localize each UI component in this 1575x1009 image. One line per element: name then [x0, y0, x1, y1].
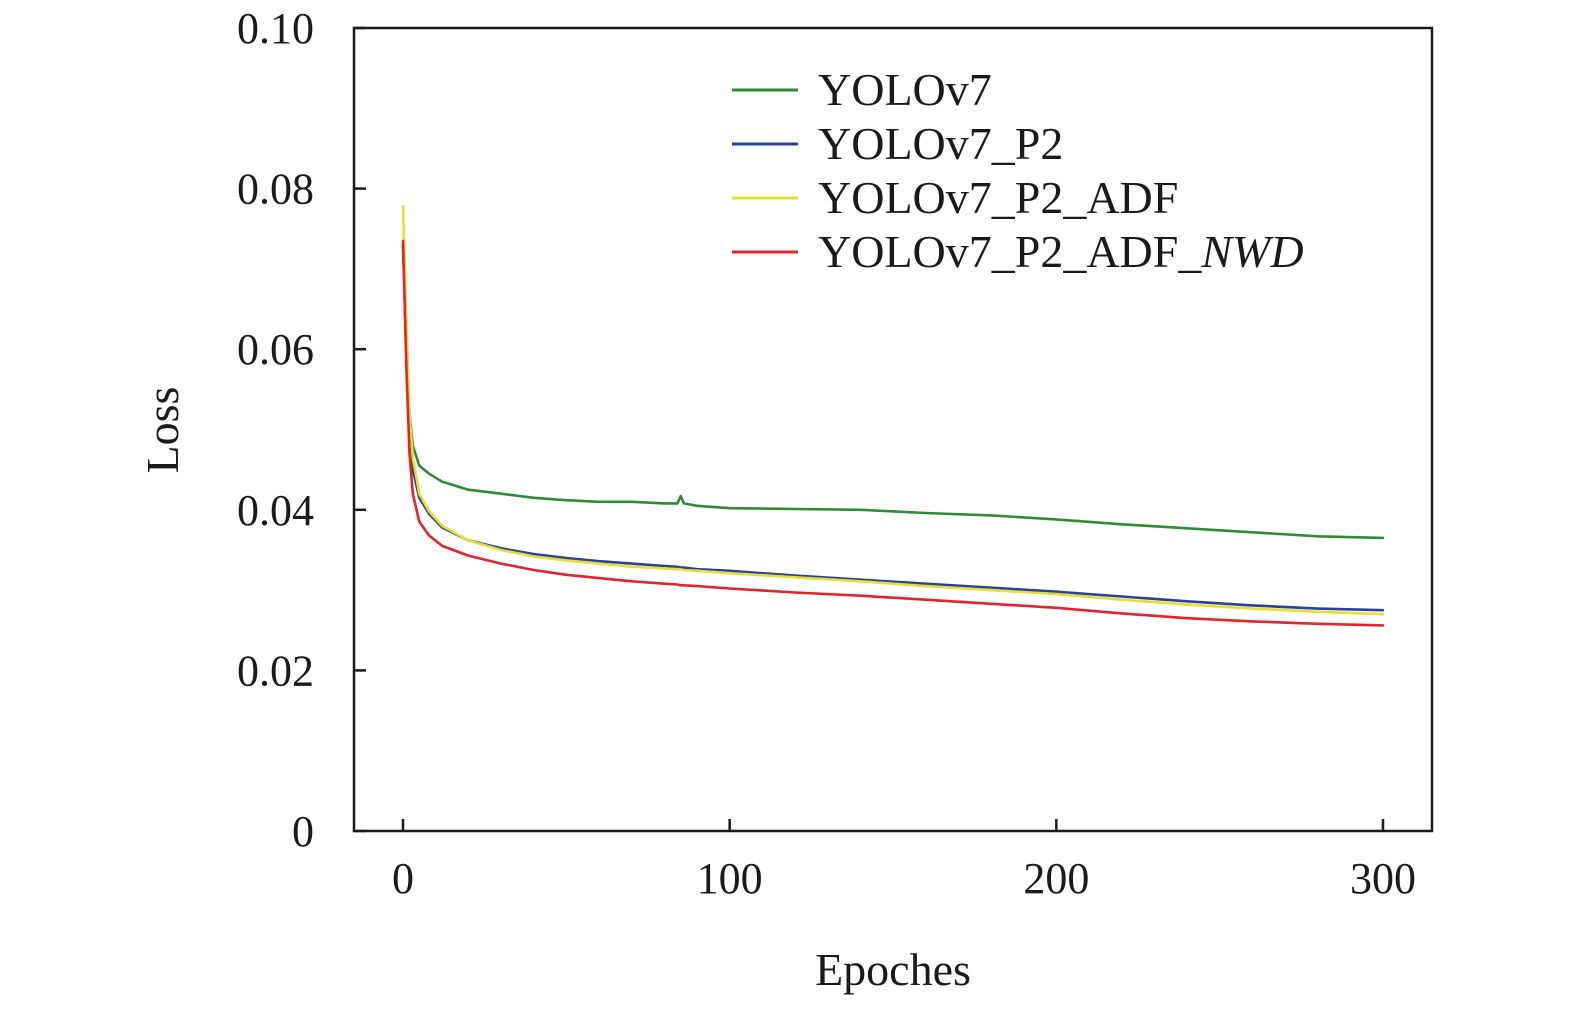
series-layer: [401, 205, 1385, 627]
y-tick-label: 0.10: [237, 4, 314, 53]
series-line-2: [401, 243, 1385, 612]
x-axis-ticks: 0 100 200 300: [392, 819, 1416, 903]
x-tick-label: 0: [392, 854, 414, 903]
legend: YOLOv7YOLOv7_P2YOLOv7_P2_ADFYOLOv7_P2_AD…: [732, 64, 1304, 277]
legend-label: YOLOv7_P2: [818, 118, 1063, 169]
plot-frame: [352, 26, 1434, 833]
series-line-1: [401, 243, 1385, 540]
y-tick-label: 0.06: [237, 325, 314, 374]
series-line-3: [401, 205, 1385, 616]
y-tick-label: 0.04: [237, 486, 314, 535]
x-tick-label: 300: [1350, 854, 1416, 903]
series-line-4: [401, 239, 1385, 627]
y-tick-label: 0: [292, 807, 314, 856]
legend-label: YOLOv7_P2_ADF_NWD: [818, 226, 1304, 277]
legend-label: YOLOv7: [818, 64, 992, 115]
x-tick-label: 200: [1023, 854, 1089, 903]
y-tick-label: 0.02: [237, 646, 314, 695]
y-tick-label: 0.08: [237, 165, 314, 214]
y-axis-title: Loss: [137, 387, 188, 474]
x-tick-label: 100: [697, 854, 763, 903]
x-axis-title: Epoches: [815, 944, 971, 995]
y-axis-ticks: 0 0.02 0.04 0.06 0.08 0.10: [237, 4, 366, 856]
legend-label: YOLOv7_P2_ADF: [818, 172, 1178, 223]
